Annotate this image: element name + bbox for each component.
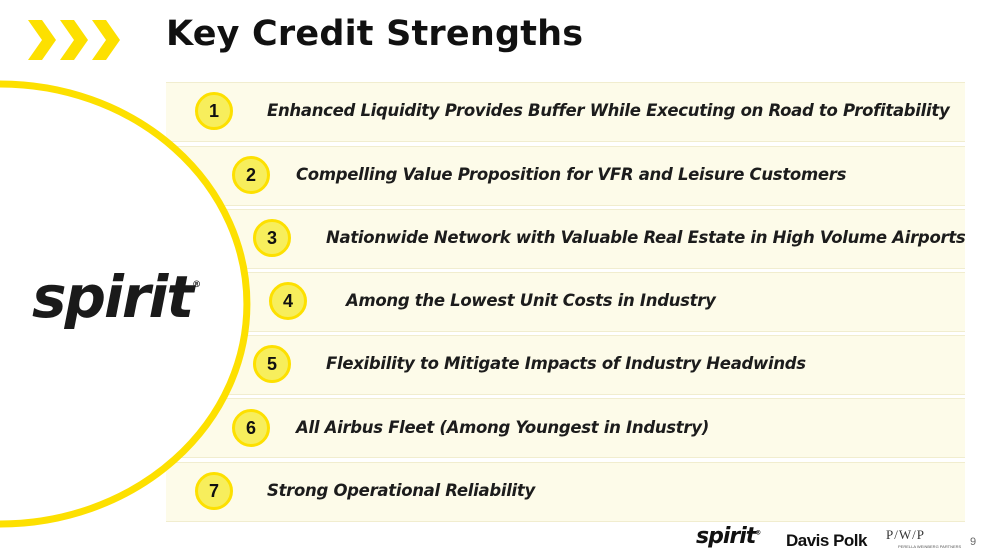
strength-number-7: 7 xyxy=(195,472,233,510)
strength-label-6: All Airbus Fleet (Among Youngest in Indu… xyxy=(296,418,709,437)
chevron-arrows-icon xyxy=(28,20,120,60)
footer-spirit-text: spirit xyxy=(696,524,756,549)
spirit-logo: spirit® xyxy=(32,268,201,326)
trademark-symbol: ® xyxy=(192,280,202,290)
page-title: Key Credit Strengths xyxy=(166,14,584,54)
strength-label-4: Among the Lowest Unit Costs in Industry xyxy=(346,291,716,310)
footer-trademark: ® xyxy=(755,529,761,537)
strength-number-6: 6 xyxy=(232,409,270,447)
strength-row-2 xyxy=(166,146,965,206)
footer-spirit-logo: spirit® xyxy=(696,524,761,549)
strength-row-7 xyxy=(166,462,965,522)
strength-row-6 xyxy=(166,398,965,458)
pwp-logo: P/W/P xyxy=(886,527,925,542)
strength-label-7: Strong Operational Reliability xyxy=(267,481,535,500)
strength-row-1 xyxy=(166,82,965,142)
strength-number-4: 4 xyxy=(269,282,307,320)
strength-label-2: Compelling Value Proposition for VFR and… xyxy=(296,165,847,184)
davis-polk-logo: Davis Polk xyxy=(786,531,868,550)
strength-label-3: Nationwide Network with Valuable Real Es… xyxy=(326,228,966,247)
page-number: 9 xyxy=(970,536,977,548)
strength-label-1: Enhanced Liquidity Provides Buffer While… xyxy=(267,101,950,120)
spirit-logo-text: spirit xyxy=(32,263,194,331)
strength-number-2: 2 xyxy=(232,156,270,194)
strength-row-5 xyxy=(166,335,965,395)
strength-number-1: 1 xyxy=(195,92,233,130)
strength-row-3 xyxy=(166,209,965,269)
pwp-logo-subtext: PERELLA WEINBERG PARTNERS xyxy=(898,544,962,549)
strength-number-3: 3 xyxy=(253,219,291,257)
strength-label-5: Flexibility to Mitigate Impacts of Indus… xyxy=(326,354,806,373)
strength-number-5: 5 xyxy=(253,345,291,383)
